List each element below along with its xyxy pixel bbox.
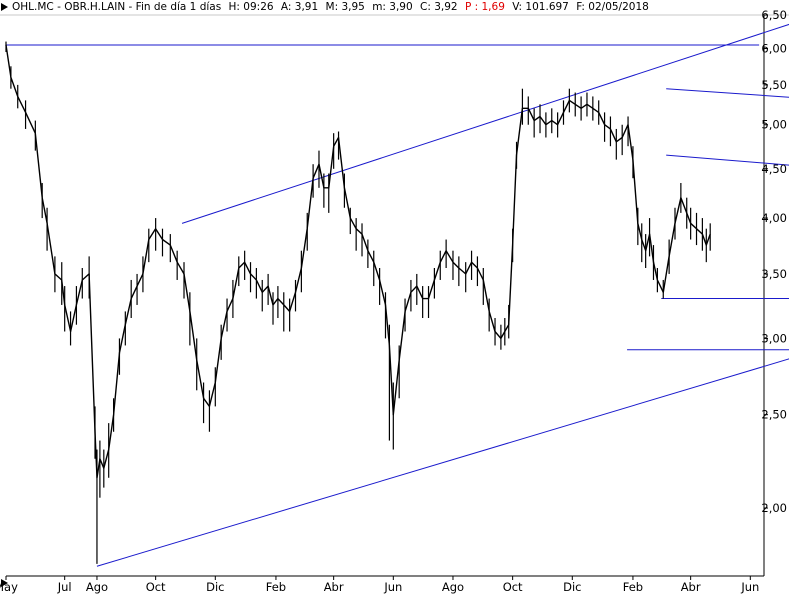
y-tick-label: 2,00: [761, 501, 787, 515]
y-axis: 6,50 6,00 5,50 5,00 4,50 4,00 3,50 3,00 2,50 2,00: [761, 8, 787, 515]
grid-layer: [0, 14, 789, 577]
high-time-label: H: 09:26: [228, 1, 274, 13]
x-tick-label: Oct: [146, 580, 166, 594]
trendlines-layer: [6, 23, 789, 567]
date-label: F: 02/05/2018: [576, 1, 649, 13]
chart-menu-icon[interactable]: [1, 2, 9, 12]
price-line: [5, 44, 711, 479]
y-tick-label: 5,50: [761, 78, 787, 92]
y-tick-label: 5,00: [761, 118, 787, 132]
close-label: C: 3,92: [420, 1, 458, 13]
y-tick-label: 4,50: [761, 162, 787, 176]
trendline-canal-inferior: [96, 358, 789, 567]
x-tick-label: Abr: [324, 580, 344, 594]
y-tick-label: 3,50: [761, 267, 787, 281]
x-tick-label: Jul: [57, 580, 72, 594]
x-tick-label: Dic: [563, 580, 581, 594]
mid-label: M: 3,95: [325, 1, 365, 13]
x-tick-label: Jun: [740, 580, 759, 594]
min-label: m: 3,90: [372, 1, 413, 13]
x-tick-label: Ago: [86, 580, 108, 594]
volume-label: V: 101.697: [512, 1, 569, 13]
trendline-bandera-inferior: [666, 154, 789, 166]
x-tick-label: Dic: [206, 580, 224, 594]
x-axis: MayJulAgoOctDicFebAbrJunAgoOctDicFebAbrJ…: [0, 576, 759, 594]
y-tick-label: 6,50: [761, 8, 787, 22]
y-tick-label: 3,00: [761, 331, 787, 345]
ask-label: A: 3,91: [280, 1, 319, 13]
pct-change-label: P : 1,69: [464, 1, 505, 13]
symbol-label: OHL.MC - OBR.H.LAIN - Fin de día 1 días: [12, 1, 222, 13]
x-tick-label: Abr: [681, 580, 701, 594]
price-layer: [5, 41, 711, 564]
trendline-canal-superior: [181, 23, 789, 224]
y-tick-label: 4,00: [761, 211, 787, 225]
quote-header: OHL.MC - OBR.H.LAIN - Fin de día 1 días …: [0, 0, 653, 15]
scroll-left-icon[interactable]: [1, 578, 9, 588]
trendline-bandera-superior: [666, 88, 789, 98]
x-tick-label: Ago: [442, 580, 464, 594]
x-tick-label: Feb: [623, 580, 643, 594]
y-tick-label: 6,00: [761, 41, 787, 55]
x-tick-label: Oct: [503, 580, 523, 594]
x-tick-label: Jun: [383, 580, 402, 594]
y-tick-label: 2,50: [761, 408, 787, 422]
x-tick-label: Feb: [266, 580, 286, 594]
